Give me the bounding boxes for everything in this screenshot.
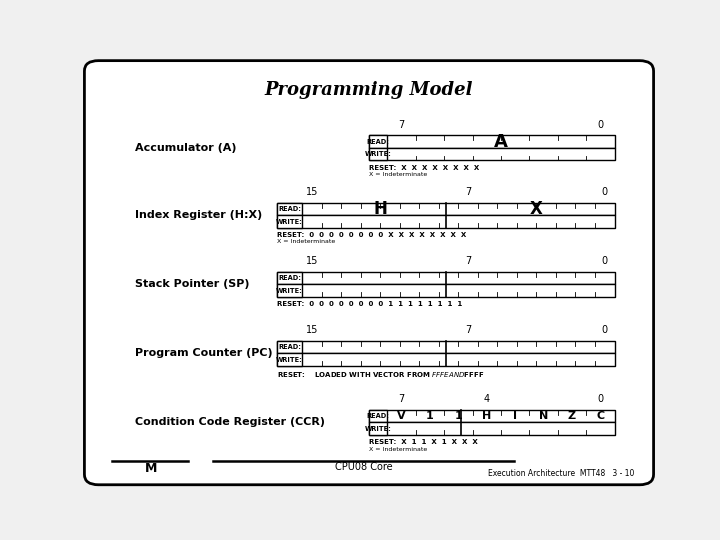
Text: 7: 7 bbox=[465, 187, 472, 197]
Text: WRITE:: WRITE: bbox=[365, 426, 392, 431]
Bar bbox=[277, 272, 302, 285]
Text: READ:: READ: bbox=[278, 206, 301, 212]
Text: H: H bbox=[374, 200, 387, 218]
Text: 0: 0 bbox=[598, 394, 603, 404]
Text: RESET:  0  0  0  0  0  0  0  0  X  X  X  X  X  X  X  X: RESET: 0 0 0 0 0 0 0 0 X X X X X X X X bbox=[277, 232, 466, 238]
Bar bbox=[277, 285, 302, 297]
Text: Accumulator (A): Accumulator (A) bbox=[135, 143, 236, 153]
Bar bbox=[369, 422, 387, 435]
Text: H: H bbox=[482, 411, 491, 421]
Text: V: V bbox=[397, 411, 406, 421]
Text: WRITE:: WRITE: bbox=[276, 219, 303, 225]
Bar bbox=[277, 341, 302, 353]
Text: M: M bbox=[145, 462, 158, 475]
Text: N: N bbox=[539, 411, 548, 421]
Bar bbox=[369, 148, 615, 160]
Text: X = Indeterminate: X = Indeterminate bbox=[369, 447, 427, 451]
Text: 0: 0 bbox=[602, 187, 608, 197]
Text: 7: 7 bbox=[398, 120, 405, 130]
Bar bbox=[277, 215, 615, 228]
Text: X = Indeterminate: X = Indeterminate bbox=[277, 239, 336, 245]
Text: RESET:    LOADED WITH VECTOR FROM $FFFE AND $FFFF: RESET: LOADED WITH VECTOR FROM $FFFE AND… bbox=[277, 370, 484, 379]
Bar bbox=[277, 353, 302, 366]
Text: RESET:  X  1  1  X  1  X  X  X: RESET: X 1 1 X 1 X X X bbox=[369, 439, 478, 445]
Text: READ:: READ: bbox=[278, 275, 301, 281]
Text: READ:: READ: bbox=[366, 413, 390, 419]
Text: 0: 0 bbox=[602, 325, 608, 335]
Bar bbox=[277, 285, 615, 297]
Text: Execution Architecture  MTT48   3 - 10: Execution Architecture MTT48 3 - 10 bbox=[487, 469, 634, 478]
Text: 0: 0 bbox=[602, 256, 608, 266]
Text: CPU08 Core: CPU08 Core bbox=[335, 462, 392, 472]
Bar bbox=[277, 203, 615, 215]
Text: 1: 1 bbox=[426, 411, 434, 421]
Text: WRITE:: WRITE: bbox=[276, 356, 303, 362]
Bar bbox=[277, 203, 302, 215]
Bar bbox=[369, 410, 615, 422]
Text: X = Indeterminate: X = Indeterminate bbox=[369, 172, 427, 177]
Text: 4: 4 bbox=[484, 394, 490, 404]
Text: WRITE:: WRITE: bbox=[276, 288, 303, 294]
Text: Z: Z bbox=[568, 411, 576, 421]
Text: Stack Pointer (SP): Stack Pointer (SP) bbox=[135, 279, 249, 289]
Bar bbox=[369, 422, 615, 435]
Text: 7: 7 bbox=[465, 256, 472, 266]
Text: Index Register (H:X): Index Register (H:X) bbox=[135, 210, 262, 220]
Bar bbox=[369, 136, 387, 148]
Text: Condition Code Register (CCR): Condition Code Register (CCR) bbox=[135, 417, 325, 427]
Text: X: X bbox=[530, 200, 543, 218]
Text: 15: 15 bbox=[306, 325, 318, 335]
Bar bbox=[277, 353, 615, 366]
Text: 7: 7 bbox=[398, 394, 405, 404]
Bar bbox=[277, 341, 615, 353]
Text: 0: 0 bbox=[598, 120, 603, 130]
Text: RESET:  0  0  0  0  0  0  0  0  1  1  1  1  1  1  1  1: RESET: 0 0 0 0 0 0 0 0 1 1 1 1 1 1 1 1 bbox=[277, 301, 462, 307]
Text: Programming Model: Programming Model bbox=[265, 81, 473, 99]
Text: READ:: READ: bbox=[366, 139, 390, 145]
Text: RESET:  X  X  X  X  X  X  X  X: RESET: X X X X X X X X bbox=[369, 165, 480, 171]
Text: 15: 15 bbox=[306, 187, 318, 197]
Bar bbox=[277, 215, 302, 228]
Text: 7: 7 bbox=[465, 325, 472, 335]
Bar bbox=[369, 410, 387, 422]
Text: WRITE:: WRITE: bbox=[365, 151, 392, 157]
Bar bbox=[369, 148, 387, 160]
Text: A: A bbox=[494, 133, 508, 151]
Text: 1: 1 bbox=[454, 411, 462, 421]
Bar bbox=[369, 136, 615, 148]
Text: READ:: READ: bbox=[278, 344, 301, 350]
Bar bbox=[277, 272, 615, 285]
Text: I: I bbox=[513, 411, 517, 421]
Text: 15: 15 bbox=[306, 256, 318, 266]
Text: C: C bbox=[596, 411, 604, 421]
Text: Program Counter (PC): Program Counter (PC) bbox=[135, 348, 272, 359]
FancyBboxPatch shape bbox=[84, 60, 654, 485]
